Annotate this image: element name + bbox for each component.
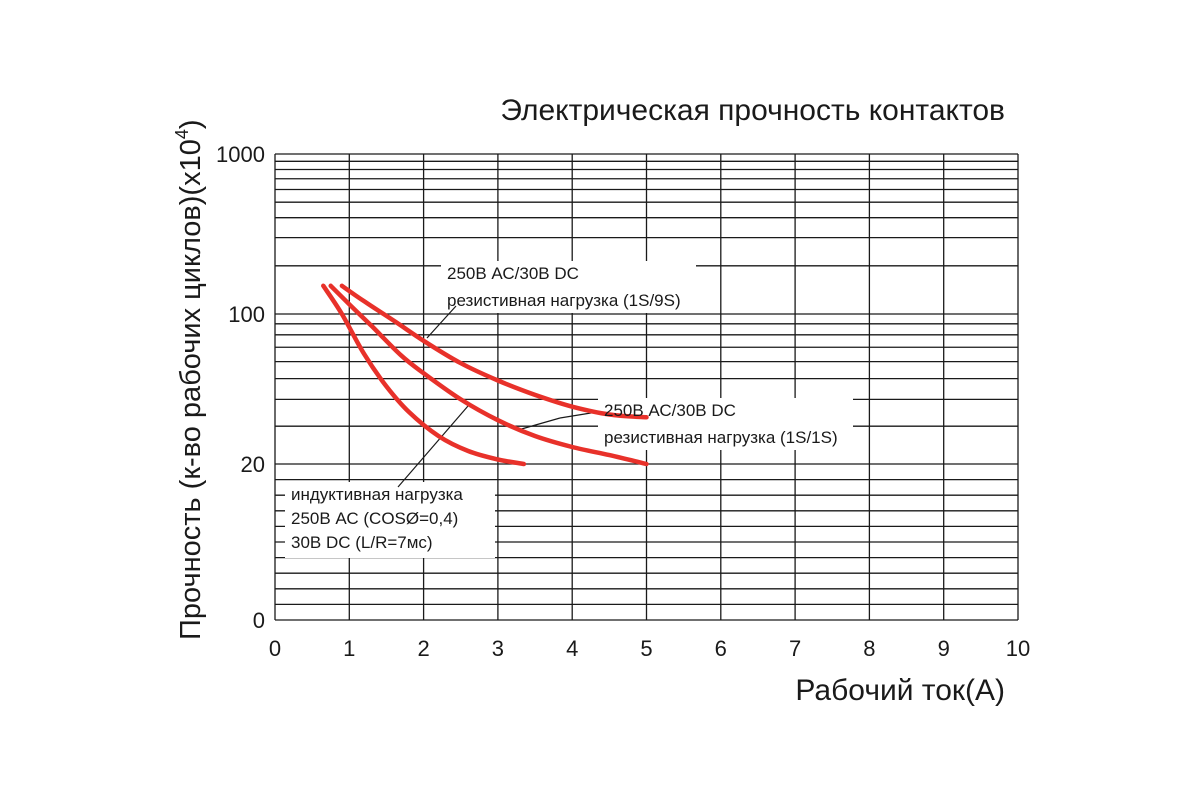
x-tick-label: 6 [715, 636, 727, 661]
annotation-text: резистивная нагрузка (1S/9S) [447, 291, 681, 310]
x-tick-label: 0 [269, 636, 281, 661]
x-tick-label: 5 [640, 636, 652, 661]
x-axis-label: Рабочий ток(А) [795, 674, 1005, 707]
annotations: 250В АС/30В DC резистивная нагрузка (1S/9… [291, 264, 838, 552]
x-tick-label: 10 [1006, 636, 1030, 661]
x-tick-label: 9 [938, 636, 950, 661]
series-line [328, 283, 649, 467]
annotation-text: 250В АС/30В DC [604, 401, 736, 420]
x-tick-label: 1 [343, 636, 355, 661]
y-tick-labels: 1000 100 20 0 [216, 142, 265, 633]
x-tick-label: 3 [492, 636, 504, 661]
chart-title: Электрическая прочность контактов [500, 94, 1005, 127]
plot-grid [274, 153, 1019, 621]
y-tick-label: 1000 [216, 142, 265, 167]
annotation-text: индуктивная нагрузка [291, 485, 463, 504]
annotation-background [285, 482, 495, 558]
y-axis-label-main: Прочность (к-во рабочих циклов)(x10 [175, 139, 207, 640]
series-curves [321, 283, 649, 467]
annotation-leader [426, 305, 457, 339]
series-line [339, 283, 649, 420]
y-axis-label-close: ) [175, 119, 207, 129]
annotation-text: 30В DC (L/R=7мс) [291, 533, 433, 552]
annotation-backgrounds [285, 261, 853, 558]
annotation-text: 250В АС (COSØ=0,4) [291, 509, 458, 528]
x-tick-labels: 0 1 2 3 4 5 6 7 8 9 10 [269, 636, 1030, 661]
x-tick-label: 8 [863, 636, 875, 661]
annotation-text: 250В АС/30В DC [447, 264, 579, 283]
annotation-text: резистивная нагрузка (1S/1S) [604, 428, 838, 447]
y-tick-label: 100 [228, 302, 265, 327]
y-axis-label: Прочность (к-во рабочих циклов)(x104) [172, 119, 207, 640]
x-tick-label: 7 [789, 636, 801, 661]
annotation-background [441, 261, 696, 313]
y-tick-label: 20 [241, 452, 265, 477]
annotation-leader [397, 405, 469, 488]
annotation-background [598, 398, 853, 450]
x-tick-label: 4 [566, 636, 578, 661]
y-axis-label-exponent: 4 [172, 129, 192, 139]
x-tick-label: 2 [417, 636, 429, 661]
y-tick-label: 0 [253, 608, 265, 633]
annotation-leader [517, 417, 561, 431]
series-line [321, 283, 527, 467]
